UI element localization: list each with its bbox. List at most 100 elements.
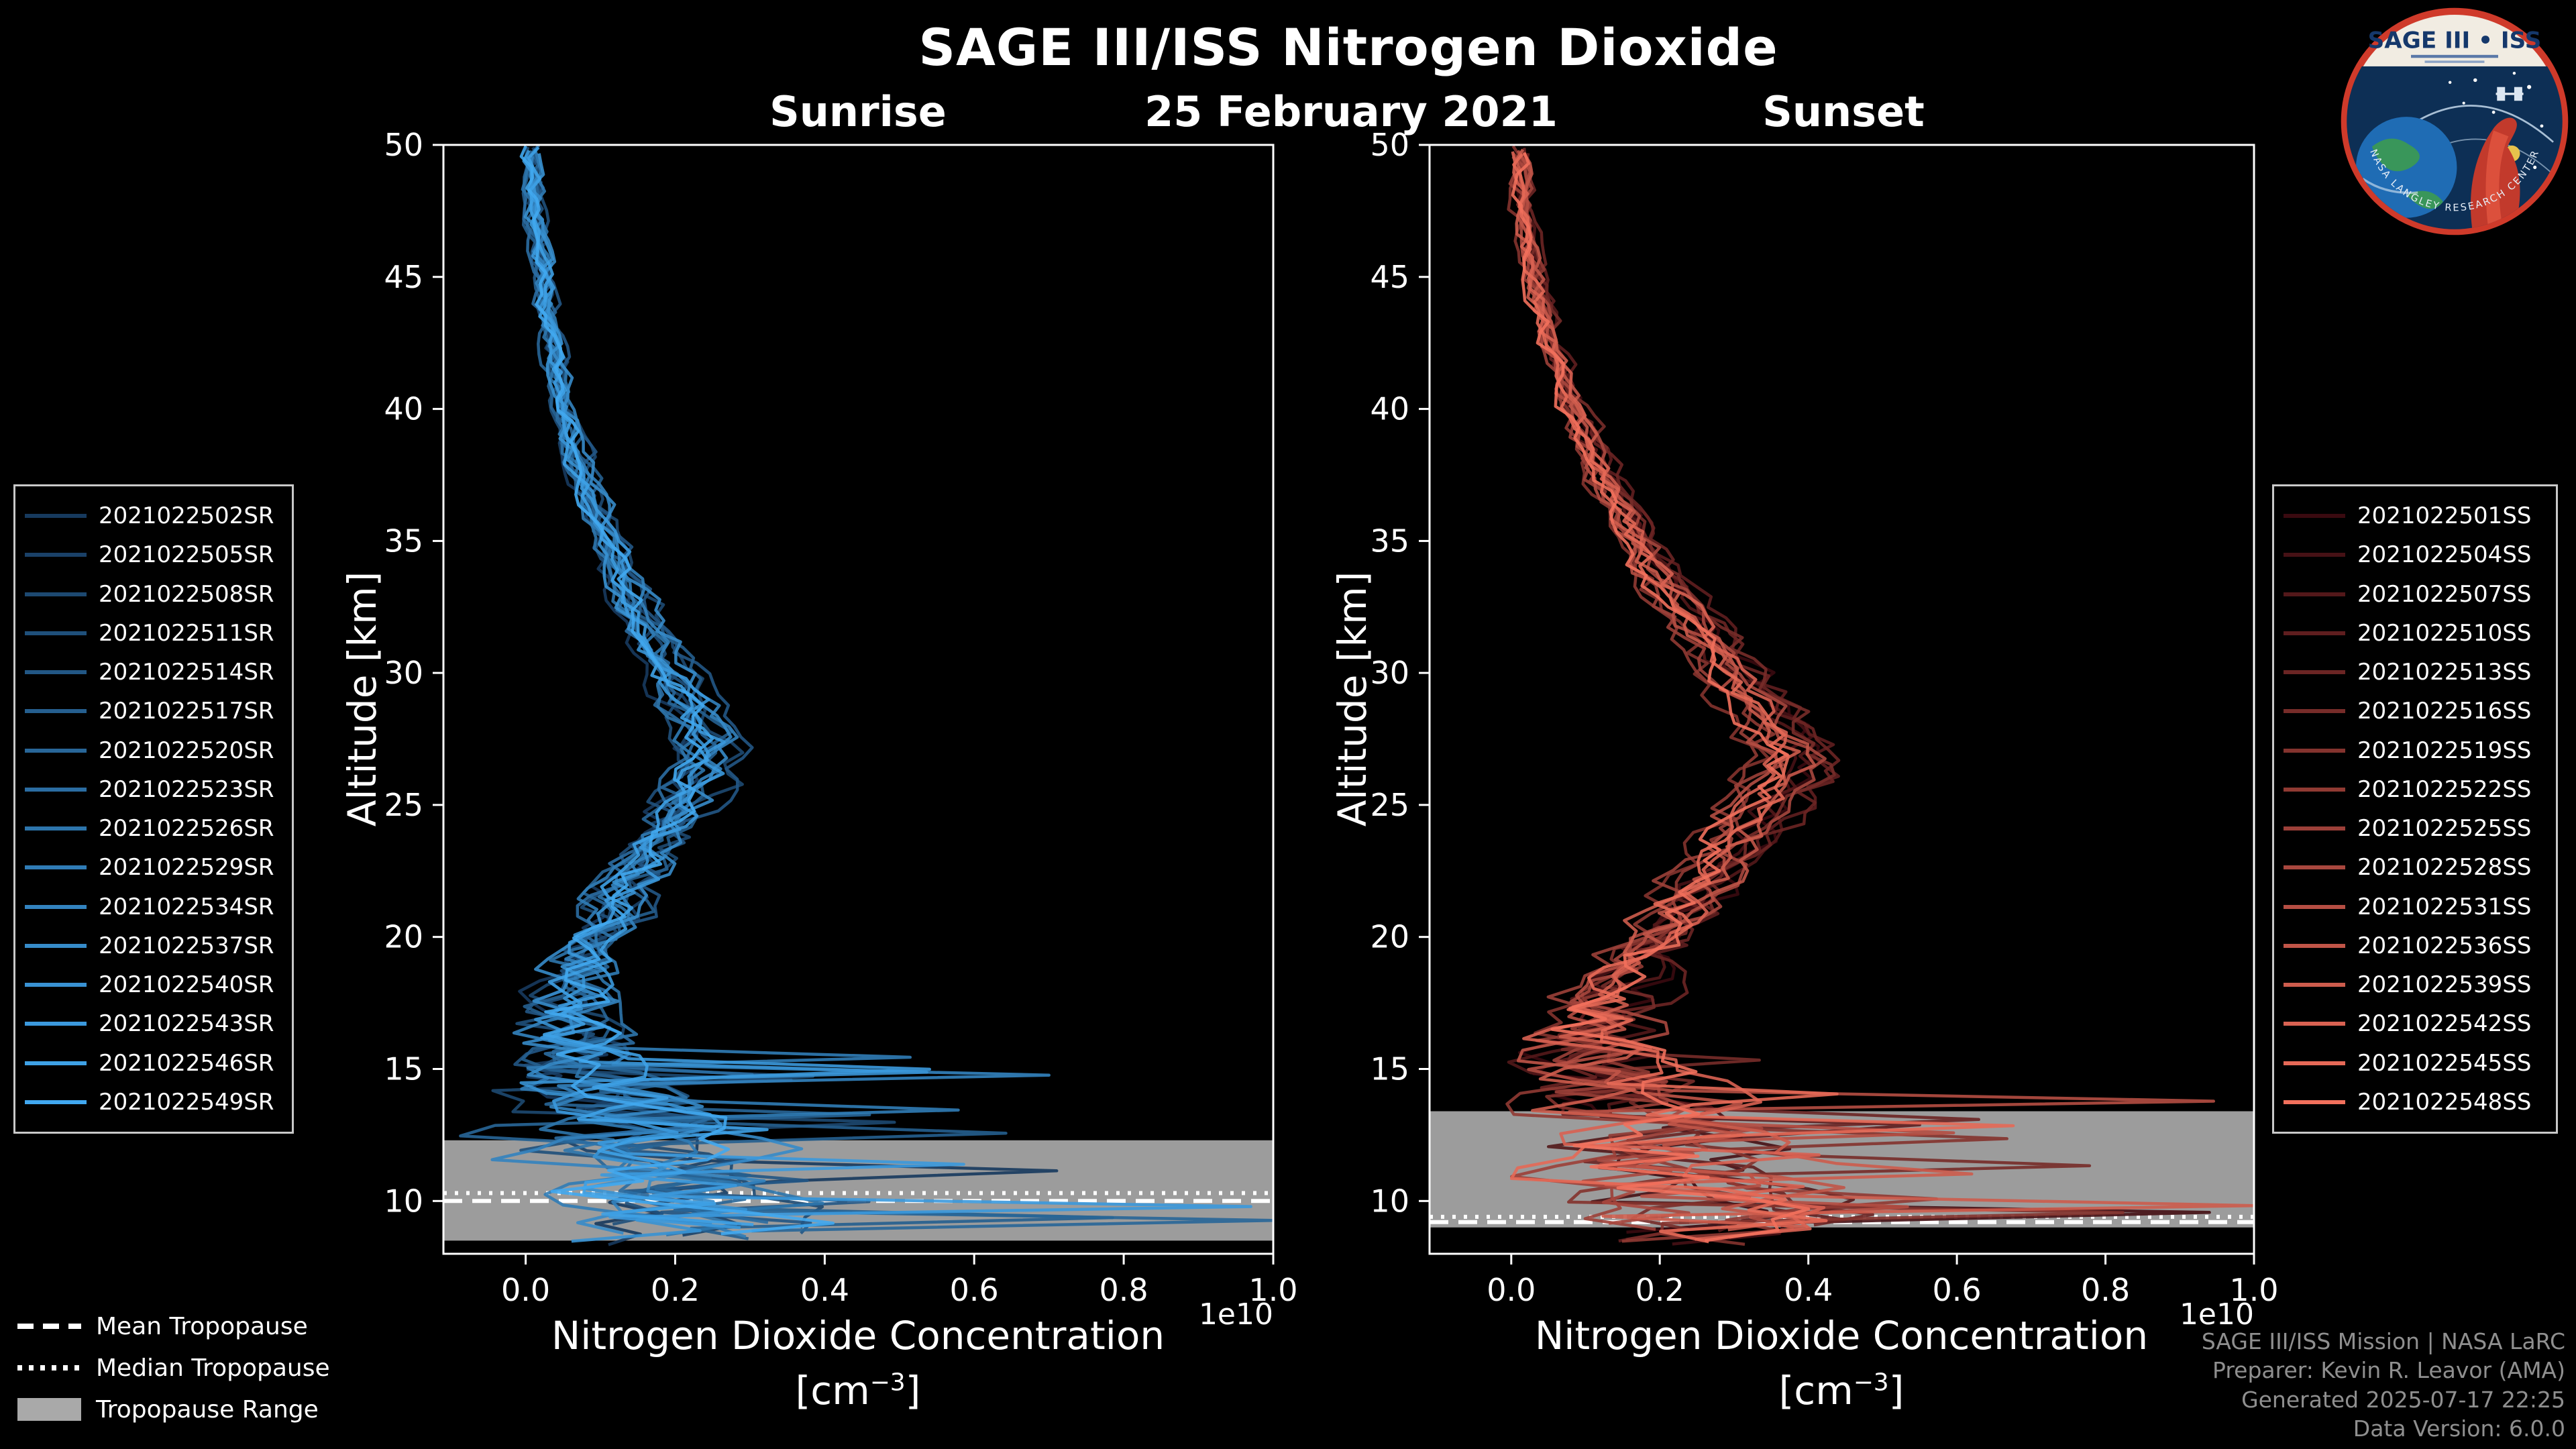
- tropopause-legend: Mean Tropopause Median Tropopause Tropop…: [17, 1313, 330, 1424]
- y-tick-label: 30: [384, 655, 423, 691]
- legend-label: 2021022540SR: [99, 971, 274, 999]
- median-tropopause-swatch: [17, 1365, 81, 1371]
- legend-swatch: [2284, 1061, 2345, 1065]
- x-tick-label: 0.2: [1635, 1272, 1684, 1308]
- legend-item: 2021022546SR: [25, 1044, 282, 1082]
- legend-item: 2021022505SR: [25, 536, 282, 574]
- legend-item: 2021022502SR: [25, 497, 282, 535]
- x-axis-label-text: Nitrogen Dioxide Concentration: [551, 1313, 1165, 1358]
- legend-swatch: [2284, 670, 2345, 675]
- y-tick-label: 10: [1370, 1183, 1409, 1219]
- legend-label: 2021022545SS: [2357, 1049, 2532, 1077]
- legend-item: 2021022520SR: [25, 732, 282, 769]
- y-tick-label: 15: [1370, 1051, 1409, 1087]
- legend-swatch: [25, 553, 87, 557]
- legend-swatch: [25, 1099, 87, 1104]
- x-tick-label: 0.4: [1784, 1272, 1833, 1308]
- mean-tropopause-swatch: [17, 1324, 81, 1329]
- legend-label: 2021022529SR: [99, 854, 274, 881]
- legend-label: 2021022519SS: [2357, 737, 2532, 764]
- legend-item: 2021022537SR: [25, 927, 282, 965]
- legend-item: 2021022543SR: [25, 1005, 282, 1042]
- legend-swatch: [2284, 904, 2345, 909]
- legend-item: 2021022514SR: [25, 653, 282, 691]
- plot-border: [1428, 144, 2255, 1255]
- legend-item: 2021022516SS: [2284, 692, 2546, 730]
- legend-swatch: [25, 592, 87, 596]
- legend-swatch: [25, 748, 87, 753]
- series-2021022545SS: [1509, 153, 2015, 1244]
- legend-label: 2021022505SR: [99, 541, 274, 569]
- legend-item: 2021022548SS: [2284, 1083, 2546, 1121]
- footer-generated-line: Generated 2025-07-17 22:25: [2241, 1386, 2565, 1413]
- x-tick-label: 0.2: [651, 1272, 700, 1308]
- legend-swatch: [25, 631, 87, 635]
- y-tick-label: 45: [1370, 259, 1409, 295]
- legend-swatch: [25, 709, 87, 714]
- legend-swatch: [25, 787, 87, 792]
- x-tick-label: 1.0: [2229, 1272, 2278, 1308]
- legend-swatch: [25, 514, 87, 518]
- legend-label: 2021022511SR: [99, 619, 274, 647]
- legend-item: 2021022519SS: [2284, 732, 2546, 769]
- x-tick-label: 0.0: [1487, 1272, 1536, 1308]
- x-axis-offset-sunset: 1e10: [2179, 1297, 2254, 1332]
- sage-iii-iss-logo: SAGE III • ISS NASA LANGLEY RESEARCH CEN…: [2340, 7, 2569, 236]
- y-tick-label: 40: [384, 391, 423, 427]
- legend-swatch: [25, 943, 87, 948]
- legend-item: 2021022525SS: [2284, 810, 2546, 847]
- legend-swatch: [2284, 592, 2345, 596]
- tropopause-range-legend-item: Tropopause Range: [17, 1396, 330, 1424]
- tropopause-range-swatch: [17, 1398, 81, 1421]
- series-2021022548SS: [1511, 152, 1811, 1242]
- x-axis-unit: [cm−3]: [795, 1368, 921, 1414]
- legend-item: 2021022504SS: [2284, 536, 2546, 574]
- legend-item: 2021022539SS: [2284, 966, 2546, 1004]
- x-tick-label: 0.0: [501, 1272, 550, 1308]
- legend-label: 2021022526SR: [99, 815, 274, 843]
- x-axis-offset-sunrise: 1e10: [1198, 1297, 1273, 1332]
- x-tick-label: 0.6: [950, 1272, 999, 1308]
- legend-label: 2021022542SS: [2357, 1010, 2532, 1038]
- y-tick-label: 15: [384, 1051, 423, 1087]
- x-axis-label-sunrise: Nitrogen Dioxide Concentration [cm−3]: [551, 1308, 1165, 1419]
- legend-item: 2021022540SR: [25, 966, 282, 1004]
- x-tick-label: 0.8: [2081, 1272, 2130, 1308]
- legend-swatch: [2284, 709, 2345, 714]
- legend-swatch: [2284, 631, 2345, 635]
- legend-item: 2021022513SS: [2284, 653, 2546, 691]
- legend-swatch: [25, 670, 87, 675]
- legend-item: 2021022528SS: [2284, 849, 2546, 886]
- y-axis-label-sunset: Altitude [km]: [1330, 571, 1375, 827]
- y-tick-label: 35: [384, 523, 423, 559]
- legend-label: 2021022502SR: [99, 502, 274, 529]
- legend-label: 2021022522SS: [2357, 775, 2532, 803]
- y-tick-label: 40: [1370, 391, 1409, 427]
- page-title: SAGE III/ISS Nitrogen Dioxide: [918, 17, 1778, 77]
- legend-item: 2021022510SS: [2284, 614, 2546, 652]
- sunset-panel-title: Sunset: [1762, 87, 1925, 136]
- credits-footer: SAGE III/ISS Mission | NASA LaRC Prepare…: [2202, 1327, 2565, 1444]
- legend-swatch: [2284, 514, 2345, 518]
- legend-item: 2021022531SS: [2284, 888, 2546, 926]
- legend-swatch: [2284, 826, 2345, 831]
- y-tick-label: 25: [384, 787, 423, 823]
- x-tick-label: 0.6: [1933, 1272, 1982, 1308]
- y-tick-label: 25: [1370, 787, 1409, 823]
- legend-swatch: [25, 1061, 87, 1065]
- sage-iii-iss-logo-svg: SAGE III • ISS NASA LANGLEY RESEARCH CEN…: [2341, 7, 2569, 235]
- legend-label: 2021022523SR: [99, 775, 274, 803]
- legend-item: 2021022523SR: [25, 771, 282, 808]
- median-tropopause-label: Median Tropopause: [96, 1354, 330, 1382]
- x-axis-unit: [cm−3]: [1778, 1368, 1904, 1414]
- legend-label: 2021022534SR: [99, 893, 274, 920]
- legend-swatch: [25, 826, 87, 831]
- y-tick-label: 35: [1370, 523, 1409, 559]
- sunrise-plot: 10 15 20 25 30 35 40 45 50 0.0 0.2 0.4 0.6 0.8 1.0: [384, 127, 1297, 1308]
- legend-label: 2021022531SS: [2357, 893, 2532, 920]
- logo-title: SAGE III • ISS: [2368, 28, 2542, 54]
- legend-label: 2021022508SR: [99, 580, 274, 608]
- legend-label: 2021022517SR: [99, 698, 274, 725]
- legend-item: 2021022501SS: [2284, 497, 2546, 535]
- sunset-plot-area: [1430, 145, 2254, 1246]
